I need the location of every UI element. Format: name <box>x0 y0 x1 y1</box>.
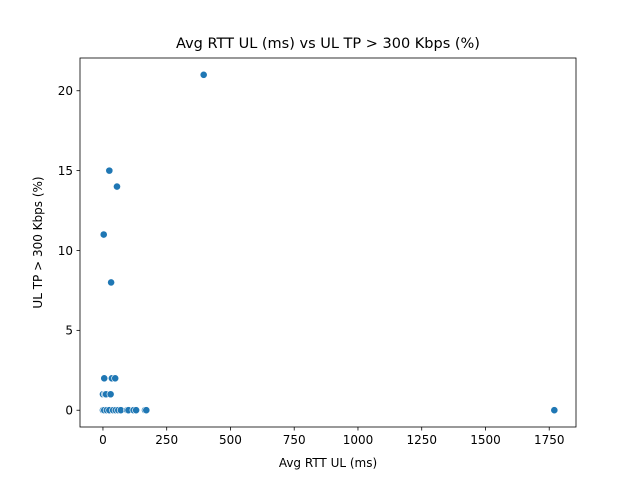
y-tick-label: 5 <box>65 324 73 338</box>
x-tick-label: 750 <box>283 433 306 447</box>
x-tick-label: 1750 <box>534 433 565 447</box>
x-tick-label: 1500 <box>470 433 501 447</box>
data-point <box>113 182 121 191</box>
y-tick-label: 20 <box>58 84 73 98</box>
data-point <box>199 70 208 79</box>
data-point <box>106 390 115 399</box>
data-point <box>100 374 109 383</box>
x-tick-label: 500 <box>219 433 242 447</box>
points-layer <box>99 70 559 415</box>
y-axis-label: UL TP > 300 Kbps (%) <box>31 176 45 308</box>
y-tick-label: 15 <box>58 164 73 178</box>
chart-title: Avg RTT UL (ms) vs UL TP > 300 Kbps (%) <box>176 36 480 52</box>
y-axis: 0 5 10 15 20 <box>58 84 80 418</box>
data-point <box>111 374 120 383</box>
x-tick-label: 0 <box>99 433 107 447</box>
x-tick-label: 1250 <box>406 433 437 447</box>
plot-frame <box>79 57 577 428</box>
data-point <box>550 406 559 415</box>
data-point <box>105 166 114 175</box>
data-point <box>107 278 116 287</box>
data-point <box>99 230 108 239</box>
x-tick-label: 250 <box>155 433 178 447</box>
y-tick-label: 10 <box>58 244 73 258</box>
x-axis-label: Avg RTT UL (ms) <box>279 456 377 470</box>
data-point <box>142 406 151 415</box>
data-point <box>132 406 141 415</box>
x-axis: 0 250 500 750 1000 1250 1500 1750 <box>99 427 564 447</box>
x-tick-label: 1000 <box>343 433 374 447</box>
y-tick-label: 0 <box>65 404 73 418</box>
